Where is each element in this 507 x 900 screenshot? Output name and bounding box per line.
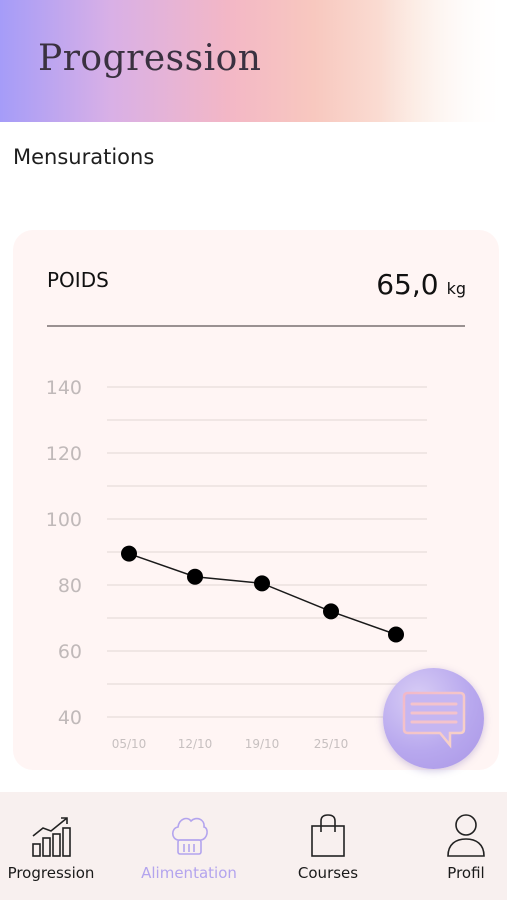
shopping-bag-icon — [311, 814, 345, 857]
y-tick-label: 60 — [58, 641, 82, 663]
y-tick-label: 140 — [46, 377, 82, 399]
bar-chart-icon — [32, 817, 71, 857]
y-tick-label: 120 — [46, 443, 82, 465]
x-tick-label: 12/10 — [178, 737, 213, 751]
data-point — [388, 626, 404, 643]
weight-value: 65,0 kg — [376, 268, 466, 301]
card-divider — [47, 325, 465, 327]
chef-hat-icon — [171, 817, 208, 855]
y-tick-label: 100 — [46, 509, 82, 531]
chat-button[interactable] — [383, 668, 484, 769]
nav-label-profil: Profil — [447, 864, 485, 882]
nav-label-progression: Progression — [7, 864, 95, 882]
nav-item-progression[interactable]: Progression — [0, 792, 111, 900]
nav-item-alimentation[interactable]: Alimentation — [129, 792, 249, 900]
data-point — [121, 545, 137, 562]
data-point — [187, 568, 203, 585]
series-line — [128, 552, 397, 636]
nav-label-courses: Courses — [297, 864, 359, 882]
data-point — [323, 603, 339, 620]
nav-label-alimentation: Alimentation — [141, 864, 237, 882]
nav-item-courses[interactable]: Courses — [268, 792, 388, 900]
x-tick-label: 19/10 — [245, 737, 280, 751]
y-tick-label: 80 — [58, 575, 82, 597]
nav-item-profil[interactable]: Profil — [406, 792, 507, 900]
weight-number: 65,0 — [376, 268, 439, 301]
x-tick-label: 25/10 — [314, 737, 349, 751]
page-title: Progression — [38, 38, 262, 79]
x-tick-label: 05/10 — [112, 737, 147, 751]
y-tick-label: 40 — [58, 707, 82, 729]
chat-bubble-icon — [402, 691, 465, 748]
weight-label: POIDS — [47, 268, 109, 292]
weight-unit: kg — [446, 279, 466, 298]
bottom-nav: Progression Alimentation Courses — [0, 792, 507, 900]
data-point — [254, 575, 270, 592]
section-title: Mensurations — [13, 145, 155, 169]
user-icon — [447, 814, 485, 857]
page-header: Progression — [0, 0, 507, 122]
